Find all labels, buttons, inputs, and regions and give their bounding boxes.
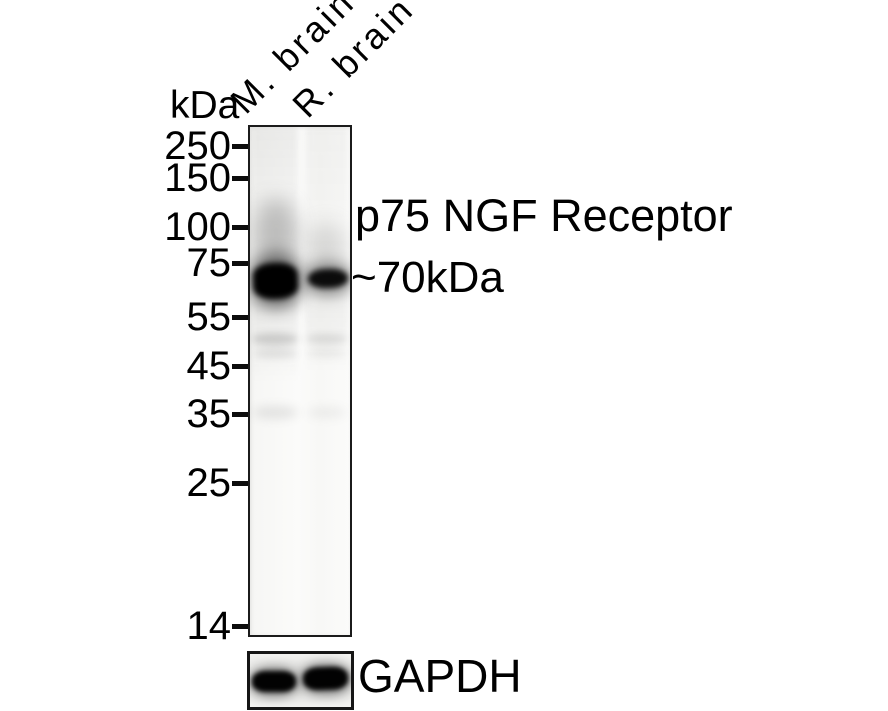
- marker-label: 35: [186, 392, 232, 436]
- marker-row-25: 25: [186, 461, 248, 505]
- marker-tick: [232, 143, 248, 149]
- marker-row-150: 150: [164, 158, 248, 198]
- marker-tick: [232, 224, 248, 230]
- marker-label: 55: [186, 295, 232, 339]
- main-blot-panel: [248, 125, 352, 637]
- lane2-faint-band-2: [308, 349, 345, 357]
- marker-row-45: 45: [186, 344, 248, 388]
- lane2-faint-band-3: [307, 407, 346, 418]
- target-protein-label: p75 NGF Receptor: [355, 190, 733, 241]
- marker-row-14: 14: [186, 604, 248, 648]
- marker-label: 75: [186, 241, 232, 285]
- marker-tick: [232, 623, 248, 629]
- lane1-faint-band-1: [252, 333, 298, 345]
- lane1-faint-band-2: [254, 349, 297, 358]
- marker-tick: [232, 411, 248, 417]
- lane1-faint-band-3: [253, 406, 298, 419]
- marker-label: 14: [186, 604, 232, 648]
- loading-control-label: GAPDH: [358, 650, 522, 702]
- marker-row-100: 100: [164, 207, 248, 247]
- gapdh-lane1-band: [252, 671, 296, 692]
- marker-row-55: 55: [186, 295, 248, 339]
- marker-tick: [232, 260, 248, 266]
- marker-row-35: 35: [186, 392, 248, 436]
- marker-tick: [232, 480, 248, 486]
- gapdh-lane2-band: [302, 666, 349, 691]
- marker-row-250: 250: [164, 126, 248, 166]
- marker-tick: [232, 314, 248, 320]
- marker-label: 150: [164, 156, 231, 200]
- marker-row-75: 75: [186, 241, 248, 285]
- lane1-target-band: [252, 262, 299, 300]
- target-weight-label: ~70kDa: [351, 253, 504, 302]
- marker-label: 250: [164, 124, 231, 168]
- marker-tick: [232, 363, 248, 369]
- lane2-faint-band-1: [306, 334, 347, 344]
- loading-control-panel: [247, 651, 354, 710]
- marker-label: 25: [186, 461, 232, 505]
- marker-label: 100: [164, 205, 231, 249]
- marker-tick: [232, 175, 248, 181]
- lane2-smear-streak: [305, 127, 348, 372]
- kda-unit-label: kDa: [170, 84, 240, 127]
- marker-label: 45: [186, 344, 232, 388]
